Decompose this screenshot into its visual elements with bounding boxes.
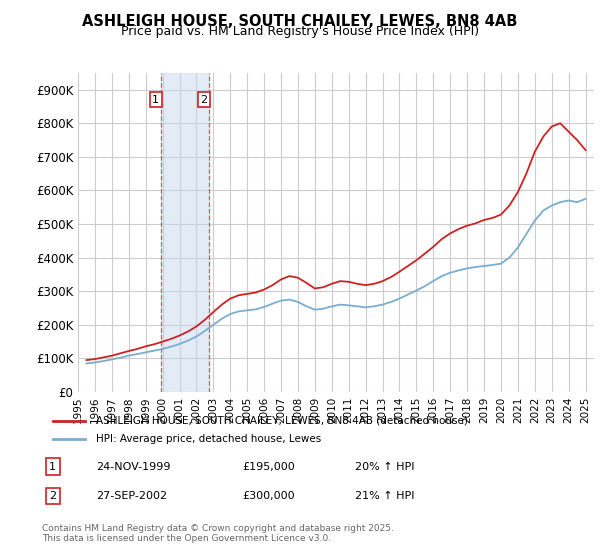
Text: 20% ↑ HPI: 20% ↑ HPI [355,461,415,472]
Text: 1: 1 [49,461,56,472]
Text: £300,000: £300,000 [242,491,295,501]
Text: Contains HM Land Registry data © Crown copyright and database right 2025.
This d: Contains HM Land Registry data © Crown c… [42,524,394,543]
Text: 24-NOV-1999: 24-NOV-1999 [96,461,170,472]
Text: ASHLEIGH HOUSE, SOUTH CHAILEY, LEWES, BN8 4AB (detached house): ASHLEIGH HOUSE, SOUTH CHAILEY, LEWES, BN… [96,416,468,426]
Text: £195,000: £195,000 [242,461,295,472]
Text: ASHLEIGH HOUSE, SOUTH CHAILEY, LEWES, BN8 4AB: ASHLEIGH HOUSE, SOUTH CHAILEY, LEWES, BN… [82,14,518,29]
Text: HPI: Average price, detached house, Lewes: HPI: Average price, detached house, Lewe… [96,434,321,444]
Text: Price paid vs. HM Land Registry's House Price Index (HPI): Price paid vs. HM Land Registry's House … [121,25,479,38]
Text: 21% ↑ HPI: 21% ↑ HPI [355,491,415,501]
Bar [161,73,209,392]
Text: 2: 2 [200,95,208,105]
Text: 27-SEP-2002: 27-SEP-2002 [96,491,167,501]
Text: 1: 1 [152,95,160,105]
Text: 2: 2 [49,491,56,501]
